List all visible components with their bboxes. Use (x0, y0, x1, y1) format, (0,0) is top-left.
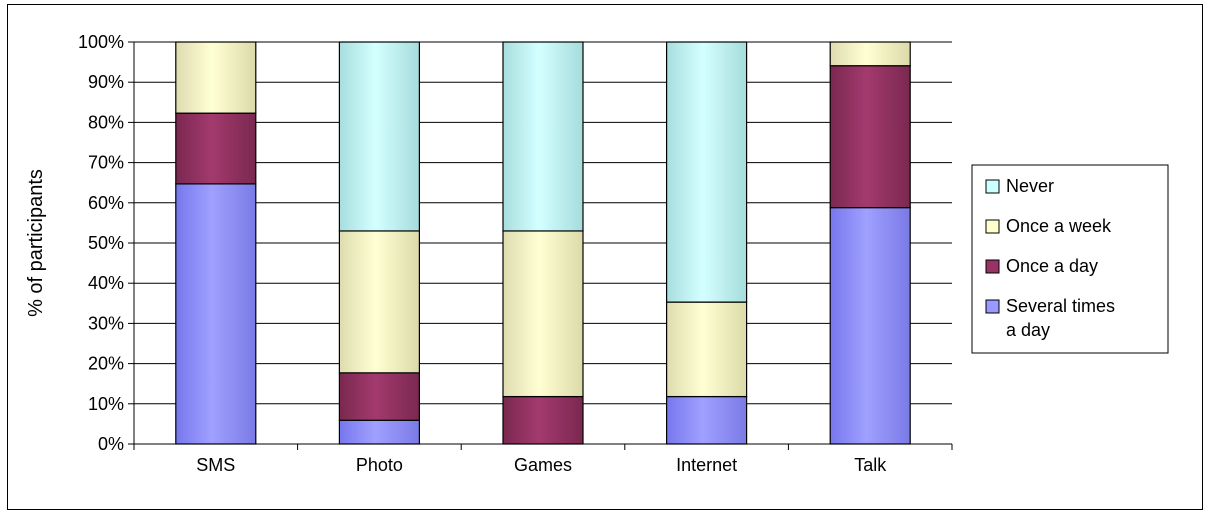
bar-segment-once-a-day-talk (829, 65, 911, 209)
bar-segment-never-games (502, 41, 584, 232)
chart-frame: 0% 10% 20% 30% 40% 50% 60% 70% 80% 90% 100% % of pa… (7, 4, 1203, 510)
y-tick-label: 80% (88, 112, 124, 132)
y-axis-title: % of participants (25, 169, 47, 317)
legend-label-never: Never (1006, 176, 1054, 196)
bar-segment-several-times-a-day-sms (175, 183, 257, 445)
bar-segment-once-a-week-games (502, 230, 584, 398)
y-tick-label: 70% (88, 153, 124, 173)
bar-segment-once-a-day-photo (338, 372, 420, 421)
bar-segment-never-photo (338, 41, 420, 232)
bar-segment-once-a-week-internet (665, 301, 748, 398)
legend-label-once-a-day: Once a day (1006, 256, 1098, 276)
y-tick-label: 0% (98, 434, 124, 454)
x-tick-label-internet: Internet (676, 455, 737, 475)
bar-segment-several-times-a-day-talk (829, 207, 911, 445)
y-tick-label: 10% (88, 394, 124, 414)
x-tick-label-photo: Photo (356, 455, 403, 475)
x-tick-label-sms: SMS (196, 455, 235, 475)
bar-segment-once-a-day-games (502, 395, 584, 445)
legend-swatch-once-a-day (985, 259, 1000, 274)
y-tick-label: 90% (88, 72, 124, 92)
legend-box (971, 164, 1169, 354)
legend-label-several-times-a-day: Several times a day (1006, 296, 1115, 340)
legend-swatch-never (985, 179, 1000, 194)
bars (175, 41, 911, 445)
y-tick-label: 20% (88, 354, 124, 374)
bar-segment-several-times-a-day-photo (338, 419, 420, 445)
legend-swatch-several-times-a-day (985, 299, 1000, 314)
bar-segment-once-a-week-talk (829, 41, 911, 67)
bar-segment-once-a-day-sms (175, 112, 257, 185)
bar-segment-several-times-a-day-internet (665, 395, 748, 445)
legend-swatch-once-a-week (985, 219, 1000, 234)
legend: Never Once a week Once a day Several times a… (971, 164, 1169, 354)
y-tick-label: 60% (88, 193, 124, 213)
y-tick-label: 100% (78, 32, 124, 52)
axes: 0% 10% 20% 30% 40% 50% 60% 70% 80% 90% 100% % of pa… (25, 32, 953, 475)
x-tick-label-talk: Talk (854, 455, 887, 475)
bar-segment-once-a-week-photo (338, 230, 420, 374)
y-tick-label: 40% (88, 273, 124, 293)
y-tick-label: 30% (88, 313, 124, 333)
x-tick-label-games: Games (514, 455, 572, 475)
bar-segment-never-internet (665, 41, 748, 303)
stacked-bar-chart: 0% 10% 20% 30% 40% 50% 60% 70% 80% 90% 100% % of pa… (25, 32, 1169, 475)
legend-label-once-a-week: Once a week (1006, 216, 1112, 236)
y-tick-label: 50% (88, 233, 124, 253)
bar-segment-once-a-week-sms (175, 41, 257, 114)
